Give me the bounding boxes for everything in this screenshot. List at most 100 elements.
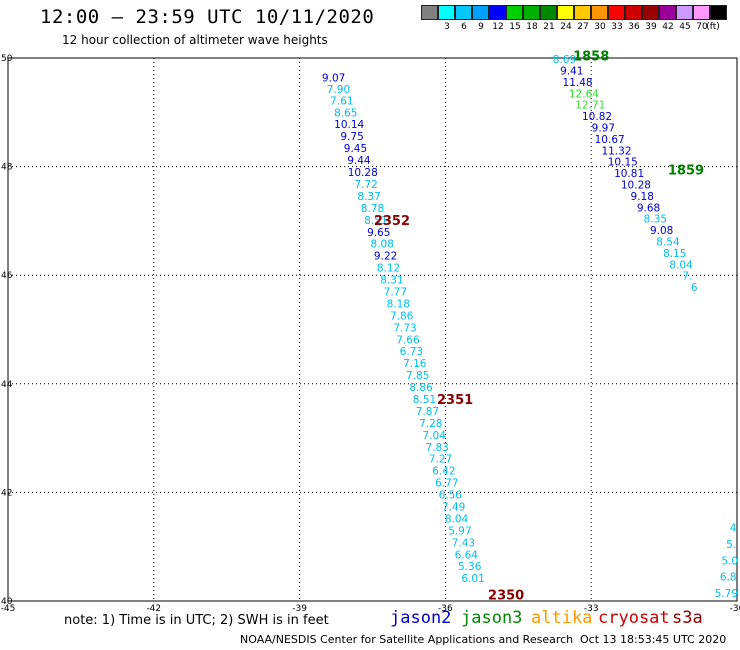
wave-height-value: 4	[730, 523, 737, 535]
color-scale-label: 33	[611, 22, 623, 32]
generation-timestamp: Oct 13 18:53:45 UTC 2020	[580, 633, 727, 646]
x-tick-label: -30	[730, 604, 740, 612]
x-tick-label: -42	[146, 604, 161, 612]
wave-height-value: 7.73	[393, 322, 416, 334]
color-swatch	[625, 5, 642, 20]
wave-height-value: 5.	[726, 539, 736, 551]
color-scale-label: 39	[645, 22, 657, 32]
wave-height-value: 9.75	[340, 131, 363, 143]
wave-height-value: 9.44	[347, 155, 371, 167]
wave-height-value: 6.77	[435, 478, 458, 490]
wave-height-value: 9.68	[637, 202, 660, 214]
color-scale-label: 45	[679, 22, 691, 32]
wave-height-value: 8.78	[361, 203, 384, 215]
wave-height-value: 10.28	[621, 180, 651, 192]
wave-height-value: 7.04	[423, 430, 447, 442]
wave-height-value: 5.79	[715, 588, 738, 600]
wave-height-value: 8.51	[413, 394, 436, 406]
color-scale-label: 3	[444, 22, 450, 32]
color-swatch	[540, 5, 557, 20]
color-swatch	[710, 5, 727, 20]
satellite-name: jason3	[461, 608, 523, 628]
y-tick-label: 50	[1, 54, 13, 64]
wave-height-value: 8.04	[445, 513, 469, 525]
wave-height-value: 8.31	[380, 275, 403, 287]
color-swatch	[642, 5, 659, 20]
color-swatch	[489, 5, 506, 20]
color-scale-label: 30	[594, 22, 606, 32]
color-scale-label: 12	[492, 22, 504, 32]
wave-height-value: 7.90	[327, 84, 350, 96]
plot-frame	[7, 57, 738, 602]
wave-height-value: 8.08	[371, 239, 394, 251]
color-swatch	[574, 5, 591, 20]
wave-height-value: 6.73	[400, 346, 423, 358]
wave-height-value: 12.64	[569, 88, 599, 100]
wave-height-value: 6.56	[439, 490, 463, 502]
color-swatch	[608, 5, 625, 20]
x-tick-label: -36	[438, 604, 453, 612]
wave-height-value: 7.61	[330, 95, 353, 107]
wave-height-value: 7.66	[396, 334, 420, 346]
wave-height-value: 7.49	[442, 502, 465, 514]
pass-time-label: 2350	[488, 588, 524, 603]
wave-height-value: 11.48	[563, 77, 593, 89]
color-scale-label: 42	[662, 22, 674, 32]
color-scale-label: 27	[577, 22, 589, 32]
wave-height-value: 8.51	[364, 215, 387, 227]
wave-height-value: 8.12	[377, 263, 400, 275]
wave-height-value: 10.15	[608, 157, 638, 169]
color-scale-unit: (ft)	[706, 22, 720, 32]
wave-height-value: 10.82	[582, 111, 612, 123]
wave-height-value: 8.65	[334, 107, 357, 119]
color-swatch	[523, 5, 540, 20]
color-scale-label: 9	[478, 22, 484, 32]
wave-height-value: 6.42	[432, 466, 455, 478]
wave-height-value: 7.87	[416, 406, 439, 418]
x-tick-label: -45	[1, 604, 16, 612]
x-tick-label: -33	[584, 604, 599, 612]
wave-height-value: 9.65	[367, 227, 390, 239]
x-tick-label: -39	[292, 604, 307, 612]
wave-height-value: 8.37	[357, 191, 380, 203]
wave-height-value: 9.41	[560, 65, 583, 77]
color-swatch	[421, 5, 438, 20]
wave-height-value: 7.77	[384, 286, 407, 298]
y-tick-label: 42	[1, 488, 12, 498]
color-swatch	[591, 5, 608, 20]
color-scale-label: 36	[628, 22, 640, 32]
pass-time-label: 2351	[437, 393, 473, 408]
wave-height-value: 10.81	[614, 168, 644, 180]
wave-height-value: 9.07	[322, 73, 345, 85]
wave-height-value: 10.28	[348, 167, 378, 179]
color-swatch	[472, 5, 489, 20]
color-scale-label: 24	[560, 22, 572, 32]
wave-height-value: 7.83	[425, 442, 448, 454]
wave-height-value: 9.22	[374, 251, 397, 263]
wave-height-value: 7.	[682, 271, 692, 283]
pass-time-label: 2352	[374, 214, 410, 229]
credit-line: NOAA/NESDIS Center for Satellite Applica…	[240, 633, 574, 646]
chart-title: 12:00 – 23:59 UTC 10/11/2020	[40, 6, 375, 28]
wave-height-value: 7.72	[354, 179, 377, 191]
y-tick-label: 48	[1, 163, 13, 173]
color-scale-label: 15	[509, 22, 521, 32]
y-tick-label: 40	[1, 597, 13, 607]
color-scale-label: 6	[461, 22, 467, 32]
color-swatch	[659, 5, 676, 20]
wave-height-value: 9.45	[344, 143, 367, 155]
wave-height-value: 10.14	[334, 119, 364, 131]
wave-height-value: 9.97	[592, 123, 615, 135]
color-scale-label: 70	[696, 22, 708, 32]
wave-height-value: 6.64	[455, 549, 479, 561]
wave-height-value: 8.69	[553, 54, 576, 66]
wave-height-value: 8.86	[409, 382, 433, 394]
footer-note: note: 1) Time is in UTC; 2) SWH is in fe…	[64, 613, 329, 628]
wave-height-value: 5.36	[458, 561, 482, 573]
color-swatch	[506, 5, 523, 20]
wave-height-value: 7.27	[429, 454, 452, 466]
wave-height-value: 7.85	[406, 370, 429, 382]
color-swatch	[455, 5, 472, 20]
wave-height-value: 5.0	[721, 555, 738, 567]
wave-height-value: 6.01	[461, 573, 484, 585]
